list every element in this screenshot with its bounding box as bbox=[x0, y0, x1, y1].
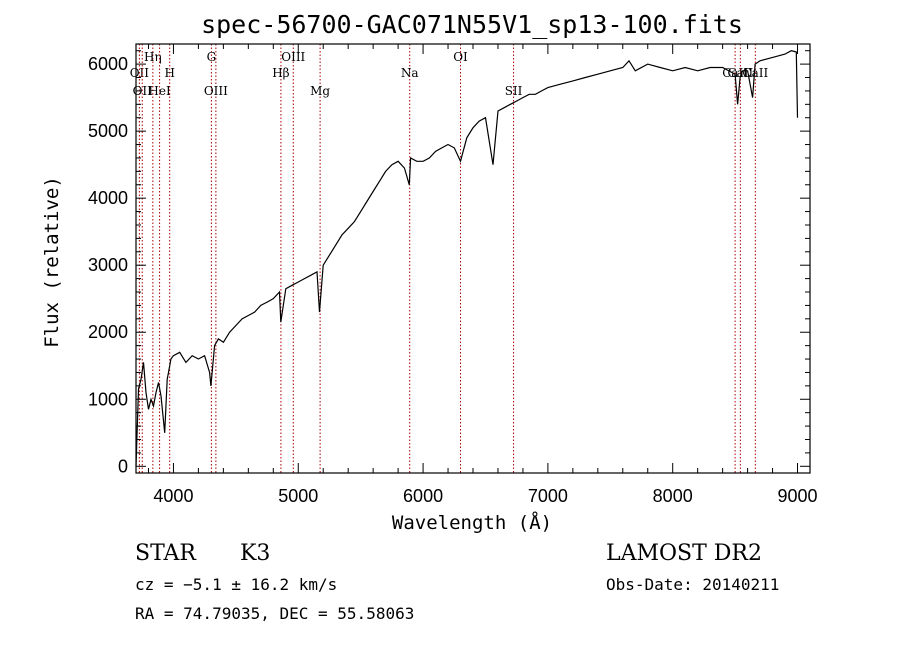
y-tick-label: 3000 bbox=[88, 255, 128, 275]
marker-label: SII bbox=[505, 84, 523, 98]
marker-label: H bbox=[164, 66, 174, 80]
coordinates: RA = 74.79035, DEC = 55.58063 bbox=[135, 604, 414, 623]
y-tick-label: 4000 bbox=[88, 188, 128, 208]
x-tick-label: 9000 bbox=[777, 486, 817, 506]
spectrum-series bbox=[135, 50, 799, 467]
marker-label: HeI bbox=[148, 84, 171, 98]
marker-label: CaII bbox=[727, 66, 753, 80]
x-tick-label: 5000 bbox=[278, 486, 318, 506]
object-subclass: K3 bbox=[240, 541, 270, 566]
marker-label: OIII bbox=[281, 50, 305, 64]
marker-label: OII bbox=[130, 66, 150, 80]
y-axis-ticks: 0 1000 2000 3000 4000 5000 6000 bbox=[88, 50, 810, 476]
emission-line-markers: OII OII Hη HeI H G OIII Hβ OIII Mg Na OI SII CaIICaII… bbox=[130, 44, 768, 473]
y-tick-label: 0 bbox=[118, 456, 128, 476]
x-axis-label: Wavelength (Å) bbox=[392, 511, 552, 534]
survey-name: LAMOST DR2 bbox=[606, 541, 762, 566]
marker-label: Hη bbox=[144, 50, 162, 64]
y-axis-label: Flux (relative) bbox=[41, 176, 63, 348]
marker-label: OII bbox=[133, 84, 153, 98]
redshift-velocity: cz = −5.1 ± 16.2 km/s bbox=[135, 575, 337, 594]
marker-label: CaII bbox=[742, 66, 768, 80]
x-tick-label: 6000 bbox=[403, 486, 443, 506]
marker-label: G bbox=[207, 50, 217, 64]
spectrum-line bbox=[135, 50, 799, 467]
marker-label: Na bbox=[401, 66, 419, 80]
x-tick-label: 7000 bbox=[528, 486, 568, 506]
x-tick-label: 8000 bbox=[653, 486, 693, 506]
object-class: STAR bbox=[135, 541, 197, 566]
marker-label: Mg bbox=[310, 84, 330, 98]
chart-title: spec-56700-GAC071N55V1_sp13-100.fits bbox=[201, 10, 743, 39]
y-tick-label: 2000 bbox=[88, 322, 128, 342]
x-tick-label: 4000 bbox=[153, 486, 193, 506]
marker-label: Hβ bbox=[272, 66, 289, 80]
observation-date: Obs-Date: 20140211 bbox=[606, 575, 779, 594]
marker-label: CaII bbox=[722, 66, 748, 80]
x-axis-ticks: 4000 5000 6000 7000 8000 9000 bbox=[147, 44, 818, 506]
y-tick-label: 1000 bbox=[88, 389, 128, 409]
plot-frame bbox=[135, 43, 811, 474]
y-tick-label: 6000 bbox=[88, 54, 128, 74]
marker-label: OIII bbox=[204, 84, 228, 98]
y-tick-label: 5000 bbox=[88, 121, 128, 141]
marker-label: OI bbox=[453, 50, 468, 64]
